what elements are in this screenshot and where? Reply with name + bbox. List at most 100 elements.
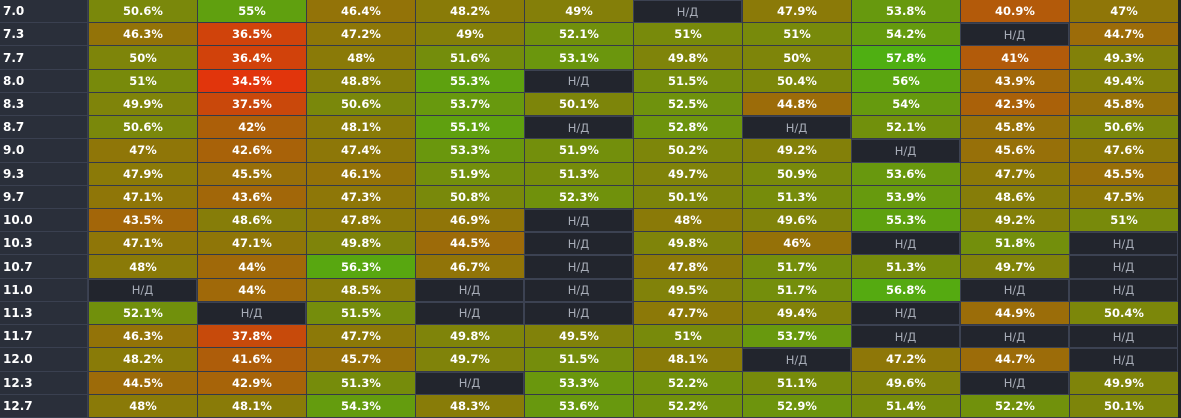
table-cell[interactable]: 54.2%	[851, 23, 960, 47]
table-cell[interactable]: Н/Д	[742, 116, 851, 140]
table-cell[interactable]: Н/Д	[851, 301, 960, 326]
table-cell[interactable]: Н/Д	[851, 139, 960, 163]
table-cell[interactable]: 52.1%	[524, 23, 633, 47]
table-cell[interactable]: 47.1%	[197, 232, 306, 256]
table-cell[interactable]: 51.3%	[742, 185, 851, 209]
table-cell[interactable]: Н/Д	[524, 255, 633, 279]
table-cell[interactable]: 53.8%	[851, 0, 960, 24]
table-cell[interactable]: 47.2%	[851, 348, 960, 372]
table-cell[interactable]: Н/Д	[960, 23, 1069, 47]
table-cell[interactable]: 44.5%	[415, 232, 524, 256]
table-cell[interactable]: 45.5%	[1069, 162, 1178, 186]
table-cell[interactable]: 46.1%	[306, 162, 415, 186]
table-cell[interactable]: 47%	[1069, 0, 1178, 24]
table-cell[interactable]: 51%	[633, 325, 742, 349]
table-cell[interactable]: 52.2%	[960, 394, 1069, 418]
table-cell[interactable]: 52.1%	[851, 116, 960, 140]
table-cell[interactable]: 49.8%	[633, 46, 742, 70]
table-cell[interactable]: 50.6%	[306, 92, 415, 117]
table-cell[interactable]: 47.8%	[633, 255, 742, 279]
table-cell[interactable]: 47.9%	[742, 0, 851, 24]
table-cell[interactable]: Н/Д	[524, 232, 633, 256]
table-cell[interactable]: 45.8%	[960, 116, 1069, 140]
table-cell[interactable]: 42.3%	[960, 92, 1069, 117]
table-cell[interactable]: 51.5%	[306, 301, 415, 326]
table-cell[interactable]: 48.3%	[415, 394, 524, 418]
table-cell[interactable]: 51.9%	[415, 162, 524, 186]
table-cell[interactable]: 47%	[88, 139, 197, 163]
table-cell[interactable]: 53.1%	[524, 46, 633, 70]
table-cell[interactable]: 51.4%	[851, 394, 960, 418]
table-cell[interactable]: 49.4%	[1069, 69, 1178, 93]
table-cell[interactable]: 51.7%	[742, 278, 851, 302]
table-cell[interactable]: 47.5%	[1069, 185, 1178, 209]
table-cell[interactable]: 47.9%	[88, 162, 197, 186]
table-cell[interactable]: 50.6%	[88, 0, 197, 24]
table-cell[interactable]: 51.6%	[415, 46, 524, 70]
table-cell[interactable]: 53.3%	[524, 371, 633, 395]
table-cell[interactable]: 50.8%	[415, 185, 524, 209]
table-cell[interactable]: 44.5%	[88, 371, 197, 395]
table-cell[interactable]: 57.8%	[851, 46, 960, 70]
table-cell[interactable]: 47.8%	[306, 209, 415, 233]
table-cell[interactable]: 44.7%	[1069, 23, 1178, 47]
table-cell[interactable]: 48.2%	[88, 348, 197, 372]
table-cell[interactable]: 45.7%	[306, 348, 415, 372]
table-cell[interactable]: 51.7%	[742, 255, 851, 279]
table-cell[interactable]: 51.9%	[524, 139, 633, 163]
table-cell[interactable]: 42.6%	[197, 139, 306, 163]
table-cell[interactable]: 54.3%	[306, 394, 415, 418]
table-cell[interactable]: Н/Д	[415, 371, 524, 395]
table-cell[interactable]: 51.8%	[960, 232, 1069, 256]
table-cell[interactable]: 51.3%	[851, 255, 960, 279]
table-cell[interactable]: 47.3%	[306, 185, 415, 209]
table-cell[interactable]: Н/Д	[1069, 348, 1178, 372]
table-cell[interactable]: 52.2%	[633, 394, 742, 418]
table-cell[interactable]: Н/Д	[1069, 255, 1178, 279]
table-cell[interactable]: 43.6%	[197, 185, 306, 209]
table-cell[interactable]: Н/Д	[1069, 232, 1178, 256]
table-cell[interactable]: 47.2%	[306, 23, 415, 47]
table-cell[interactable]: 47.1%	[88, 232, 197, 256]
table-cell[interactable]: 50.4%	[742, 69, 851, 93]
table-cell[interactable]: 55%	[197, 0, 306, 24]
table-cell[interactable]: 48.8%	[306, 69, 415, 93]
table-cell[interactable]: 49.7%	[960, 255, 1069, 279]
table-cell[interactable]: 51%	[1069, 209, 1178, 233]
table-cell[interactable]: Н/Д	[524, 278, 633, 302]
table-cell[interactable]: 51.5%	[524, 348, 633, 372]
table-cell[interactable]: 50.1%	[1069, 394, 1178, 418]
table-cell[interactable]: 46.9%	[415, 209, 524, 233]
table-cell[interactable]: 42%	[197, 116, 306, 140]
table-cell[interactable]: 52.2%	[633, 371, 742, 395]
table-cell[interactable]: 48.6%	[197, 209, 306, 233]
table-cell[interactable]: Н/Д	[851, 232, 960, 256]
table-cell[interactable]: 48%	[88, 394, 197, 418]
table-cell[interactable]: 56.3%	[306, 255, 415, 279]
table-cell[interactable]: 40.9%	[960, 0, 1069, 24]
table-cell[interactable]: 49.5%	[524, 325, 633, 349]
table-cell[interactable]: Н/Д	[960, 371, 1069, 395]
table-cell[interactable]: 48%	[306, 46, 415, 70]
table-cell[interactable]: 46%	[742, 232, 851, 256]
table-cell[interactable]: 53.9%	[851, 185, 960, 209]
table-cell[interactable]: 46.3%	[88, 325, 197, 349]
table-cell[interactable]: 52.3%	[524, 185, 633, 209]
table-cell[interactable]: 55.3%	[415, 69, 524, 93]
table-cell[interactable]: 52.1%	[88, 301, 197, 326]
table-cell[interactable]: 47.1%	[88, 185, 197, 209]
table-cell[interactable]: 49.7%	[633, 162, 742, 186]
table-cell[interactable]: 49.2%	[960, 209, 1069, 233]
table-cell[interactable]: 47.6%	[1069, 139, 1178, 163]
table-cell[interactable]: Н/Д	[1069, 325, 1178, 349]
table-cell[interactable]: 37.8%	[197, 325, 306, 349]
table-cell[interactable]: 36.5%	[197, 23, 306, 47]
table-cell[interactable]: Н/Д	[88, 278, 197, 302]
table-cell[interactable]: 51%	[88, 69, 197, 93]
table-cell[interactable]: 45.8%	[1069, 92, 1178, 117]
table-cell[interactable]: 51.3%	[306, 371, 415, 395]
table-cell[interactable]: Н/Д	[524, 69, 633, 93]
table-cell[interactable]: 37.5%	[197, 92, 306, 117]
table-cell[interactable]: 53.3%	[415, 139, 524, 163]
table-cell[interactable]: 41%	[960, 46, 1069, 70]
